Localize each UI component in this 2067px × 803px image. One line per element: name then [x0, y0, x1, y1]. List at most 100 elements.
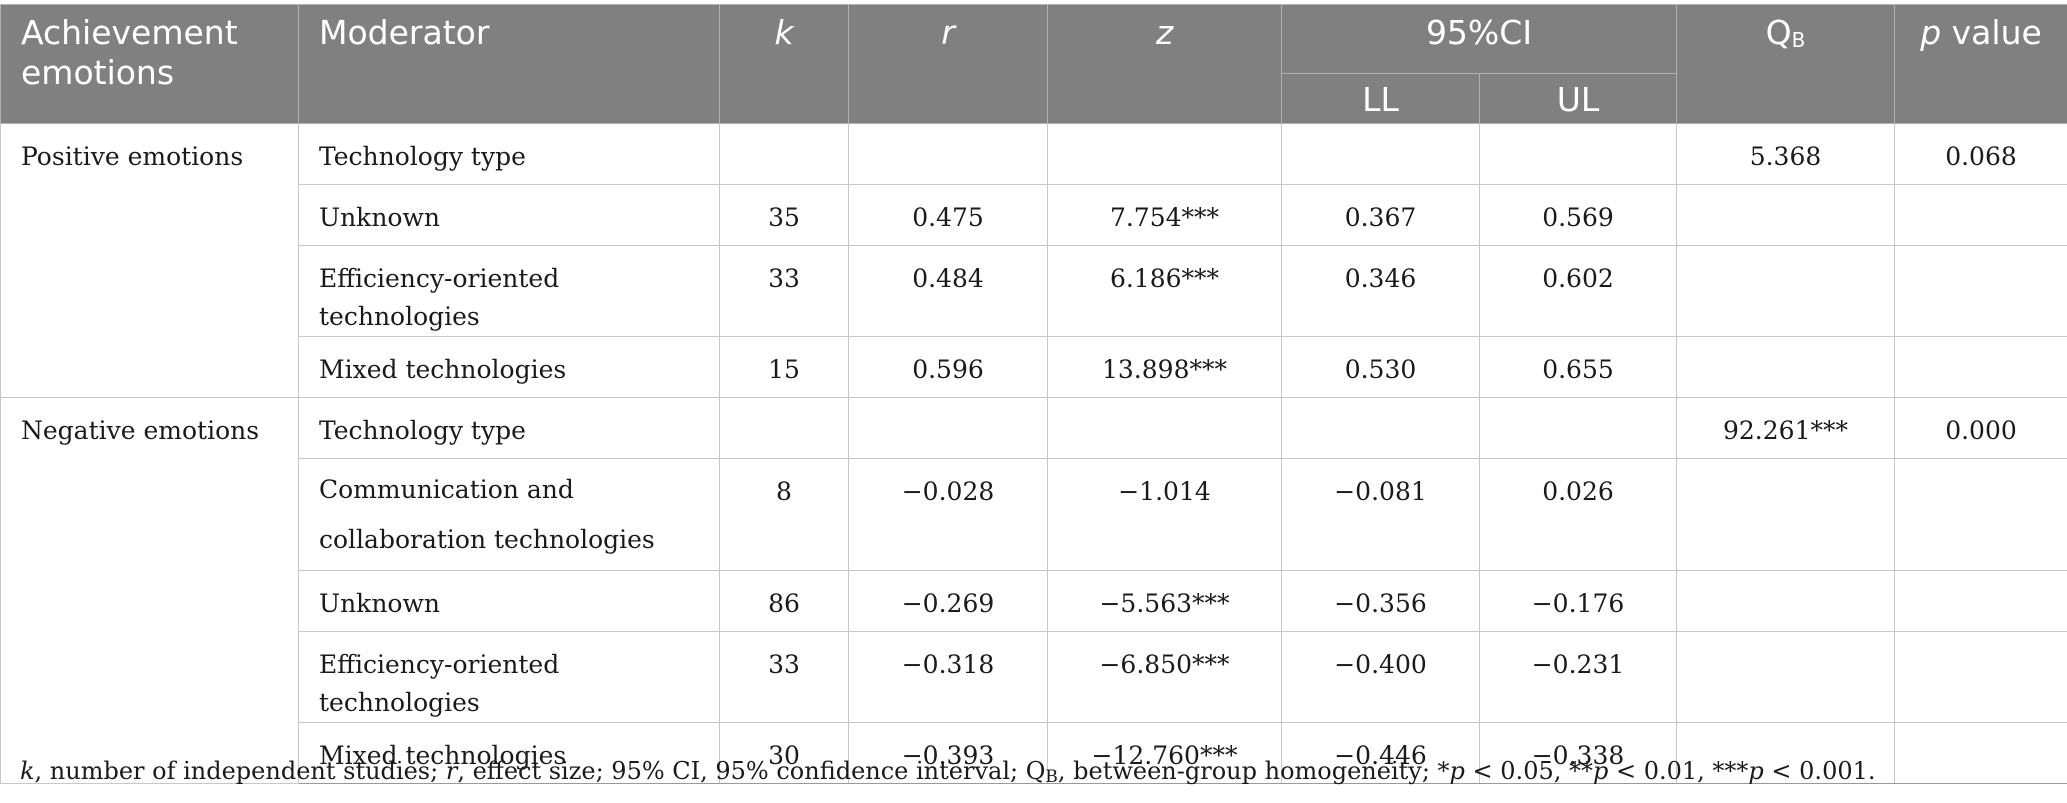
cell-ll: −0.081 — [1281, 458, 1480, 571]
cell-qb — [1676, 722, 1895, 784]
table-row: Efficiency-oriented technologies 33 0.48… — [1, 245, 2067, 337]
cell-ll: −0.356 — [1281, 570, 1480, 632]
cell-p — [1894, 245, 2067, 337]
cell-ll — [1281, 397, 1480, 459]
note-r-text: , effect size; 95% CI, 95% confidence in… — [457, 757, 1046, 785]
cell-ul: 0.655 — [1479, 336, 1677, 398]
cell-p: 0.068 — [1894, 123, 2067, 185]
cell-qb — [1676, 184, 1895, 246]
cell-z — [1047, 123, 1282, 185]
cell-z: 7.754*** — [1047, 184, 1282, 246]
cell-qb — [1676, 336, 1895, 398]
moderator-analysis-table: Achievement emotions Moderator k r z 95%… — [0, 4, 2067, 784]
cell-z: −6.850*** — [1047, 631, 1282, 723]
header-qb: QB — [1676, 4, 1895, 124]
cell-z: 13.898*** — [1047, 336, 1282, 398]
table-row: Unknown 35 0.475 7.754*** 0.367 0.569 — [1, 184, 2067, 246]
cell-p — [1894, 458, 2067, 571]
cell-z: −1.014 — [1047, 458, 1282, 571]
cell-ul: −0.231 — [1479, 631, 1677, 723]
cell-r — [848, 123, 1048, 185]
header-r-label: r — [941, 13, 955, 52]
cell-ll — [1281, 123, 1480, 185]
cell-r: 0.475 — [848, 184, 1048, 246]
cell-ll: 0.367 — [1281, 184, 1480, 246]
cell-ul: −0.338 — [1479, 722, 1677, 784]
cell-moderator: Technology type — [298, 397, 720, 459]
cell-moderator: Mixed technologies — [298, 722, 720, 784]
cell-qb — [1676, 570, 1895, 632]
cell-moderator: Unknown — [298, 184, 720, 246]
header-moderator: Moderator — [298, 4, 720, 124]
note-p2: p — [1592, 757, 1609, 785]
header-p-value: p value — [1894, 4, 2067, 124]
header-ul: UL — [1479, 73, 1677, 124]
cell-qb: 5.368 — [1676, 123, 1895, 185]
results-table-container: Achievement emotions Moderator k r z 95%… — [0, 4, 2067, 784]
cell-z — [1047, 397, 1282, 459]
cell-ll: −0.446 — [1281, 722, 1480, 784]
table-row: Communication and collaboration technolog… — [1, 458, 2067, 571]
table-row: Mixed technologies 15 0.596 13.898*** 0.… — [1, 336, 2067, 398]
note-k: k — [20, 757, 35, 785]
note-k-text: , number of independent studies; — [34, 757, 446, 785]
cell-ll: 0.346 — [1281, 245, 1480, 337]
header-achievement-emotions: Achievement emotions — [0, 4, 299, 124]
cell-k: 33 — [719, 631, 849, 723]
table-row: Mixed technologies 30 −0.393 −12.760*** … — [1, 722, 2067, 784]
cell-k: 30 — [719, 722, 849, 784]
cell-moderator: Unknown — [298, 570, 720, 632]
cell-k: 15 — [719, 336, 849, 398]
cell-moderator-line1: Communication and — [319, 475, 574, 504]
cell-qb — [1676, 458, 1895, 571]
cell-k: 33 — [719, 245, 849, 337]
cell-p — [1894, 336, 2067, 398]
table-row: Efficiency-oriented technologies 33 −0.3… — [1, 631, 2067, 723]
cell-r: 0.596 — [848, 336, 1048, 398]
cell-moderator: Technology type — [298, 123, 720, 185]
header-qb-main: Q — [1765, 13, 1792, 52]
note-p3: p — [1748, 757, 1764, 785]
cell-k: 86 — [719, 570, 849, 632]
cell-qb — [1676, 245, 1895, 337]
cell-moderator-line2: collaboration technologies — [319, 525, 655, 554]
cell-z: −5.563*** — [1047, 570, 1282, 632]
header-z: z — [1047, 4, 1282, 124]
cell-k — [719, 397, 849, 459]
header-k: k — [719, 4, 849, 124]
header-95ci: 95%CI — [1281, 4, 1677, 74]
cell-qb — [1676, 631, 1895, 723]
cell-ul — [1479, 397, 1677, 459]
cell-p — [1894, 184, 2067, 246]
cell-moderator: Efficiency-oriented technologies — [298, 245, 720, 337]
cell-moderator: Efficiency-oriented technologies — [298, 631, 720, 723]
note-qb-sub: B — [1045, 767, 1058, 787]
table-footnote: k, number of independent studies; r, eff… — [20, 757, 1876, 787]
cell-z: −12.760*** — [1047, 722, 1282, 784]
note-r: r — [445, 757, 458, 785]
header-z-label: z — [1155, 13, 1174, 52]
note-p1-text: < 0.05, ** — [1464, 757, 1593, 785]
group-negative-emotions: Negative emotions — [0, 397, 299, 784]
note-p2-text: < 0.01, *** — [1608, 757, 1749, 785]
note-p1: p — [1449, 757, 1465, 785]
cell-r: −0.028 — [848, 458, 1048, 571]
note-p3-text: < 0.001. — [1763, 757, 1876, 785]
cell-z: 6.186*** — [1047, 245, 1282, 337]
cell-r: −0.393 — [848, 722, 1048, 784]
cell-p: 0.000 — [1894, 397, 2067, 459]
cell-k: 35 — [719, 184, 849, 246]
cell-r — [848, 397, 1048, 459]
table-row: Negative emotions Technology type 92.261… — [0, 397, 2067, 784]
cell-r: −0.269 — [848, 570, 1048, 632]
cell-ll: −0.400 — [1281, 631, 1480, 723]
header-r: r — [848, 4, 1048, 124]
group-positive-emotions: Positive emotions — [0, 123, 299, 398]
cell-p — [1894, 570, 2067, 632]
cell-r: 0.484 — [848, 245, 1048, 337]
note-qb-text: , between-group homogeneity; * — [1057, 757, 1450, 785]
cell-moderator: Communication and collaboration technolog… — [298, 458, 720, 571]
cell-ul — [1479, 123, 1677, 185]
cell-ll: 0.530 — [1281, 336, 1480, 398]
header-ll: LL — [1281, 73, 1480, 124]
